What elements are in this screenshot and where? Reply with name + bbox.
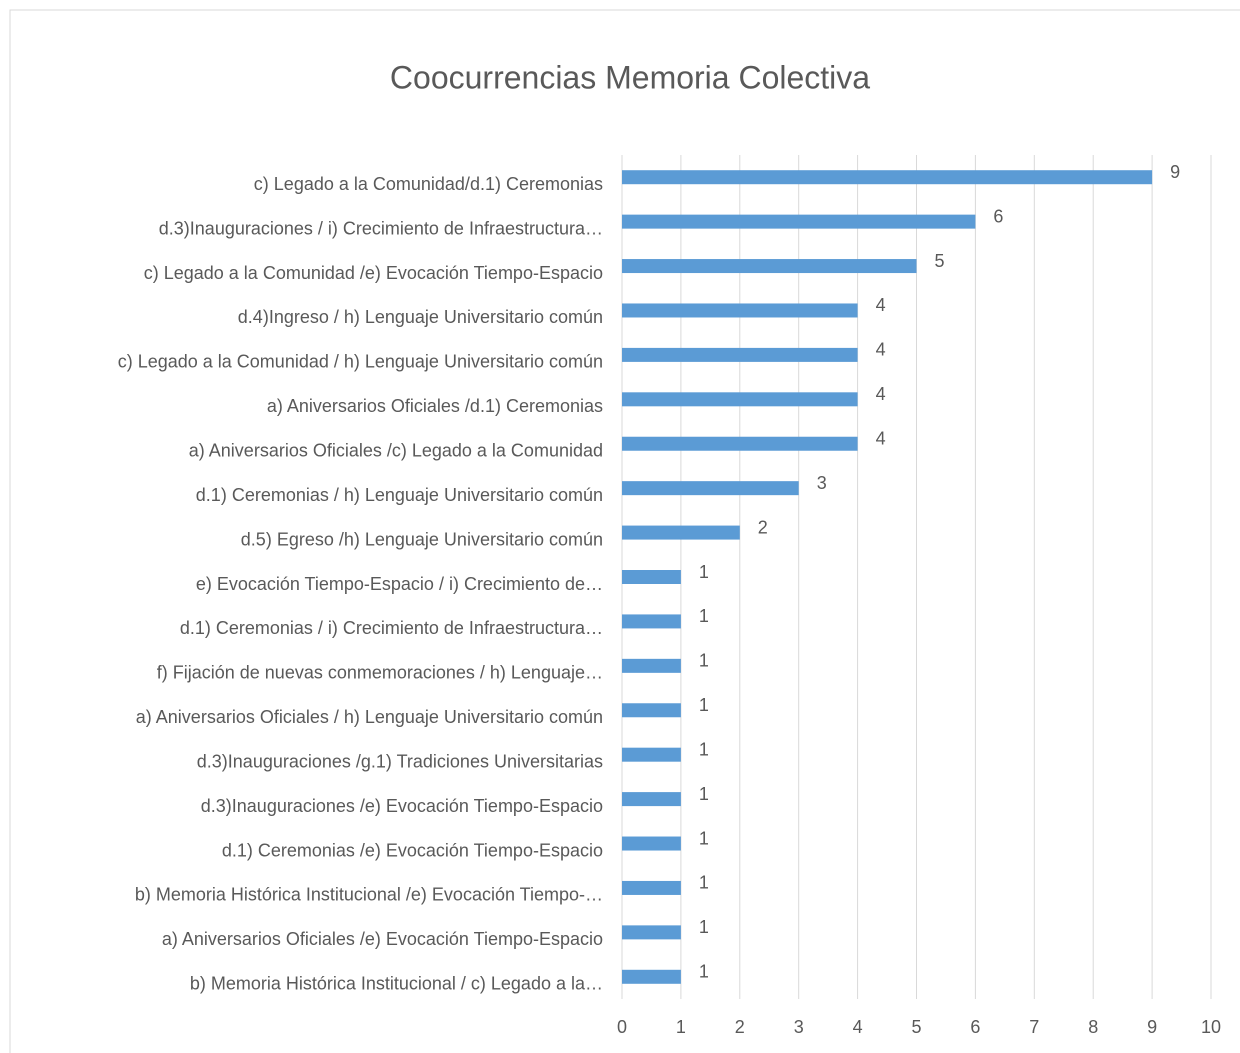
y-tick-label: a) Aniversarios Oficiales /e) Evocación … [162,929,603,949]
y-tick-label: c) Legado a la Comunidad / h) Lenguaje U… [118,352,603,372]
x-tick-label: 3 [794,1017,804,1037]
y-tick-label: e) Evocación Tiempo-Espacio / i) Crecimi… [196,574,603,594]
data-label: 4 [876,295,886,315]
chart-title: Coocurrencias Memoria Colectiva [390,59,870,95]
y-tick-label: d.3)Inauguraciones / i) Crecimiento de I… [159,218,603,238]
data-label: 3 [817,473,827,493]
y-tick-label: a) Aniversarios Oficiales / h) Lenguaje … [136,707,603,727]
bar [622,303,858,318]
data-label: 4 [876,384,886,404]
bar [622,481,799,496]
data-label: 1 [699,962,709,982]
data-label: 6 [993,206,1003,226]
data-label: 1 [699,651,709,671]
bar [622,525,740,540]
x-tick-label: 5 [911,1017,921,1037]
bar [622,259,917,274]
y-tick-label: b) Memoria Histórica Institucional /e) E… [135,885,603,905]
bar [622,836,681,851]
x-tick-label: 9 [1147,1017,1157,1037]
x-tick-label: 0 [617,1017,627,1037]
data-label: 5 [935,251,945,271]
bar [622,436,858,451]
y-tick-label: a) Aniversarios Oficiales /c) Legado a l… [189,440,603,460]
data-label: 2 [758,517,768,537]
y-tick-label: f) Fijación de nuevas conmemoraciones / … [157,663,603,683]
chart-border [9,9,1240,1053]
bar [622,969,681,984]
y-tick-label: d.3)Inauguraciones /e) Evocación Tiempo-… [201,796,603,816]
y-tick-label: d.3)Inauguraciones /g.1) Tradiciones Uni… [197,751,603,771]
data-label: 4 [876,340,886,360]
y-tick-label: c) Legado a la Comunidad /e) Evocación T… [144,263,603,283]
bar [622,614,681,629]
x-tick-label: 7 [1029,1017,1039,1037]
y-tick-label: d.5) Egreso /h) Lenguaje Universitario c… [241,529,603,549]
bar [622,658,681,673]
x-tick-label: 4 [853,1017,863,1037]
data-label: 1 [699,873,709,893]
x-tick-label: 10 [1201,1017,1221,1037]
y-tick-label: b) Memoria Histórica Institucional / c) … [190,974,603,994]
y-tick-label: a) Aniversarios Oficiales /d.1) Ceremoni… [267,396,603,416]
data-label: 1 [699,784,709,804]
data-label: 1 [699,917,709,937]
bar [622,703,681,718]
x-tick-label: 1 [676,1017,686,1037]
bar [622,925,681,940]
data-label: 1 [699,562,709,582]
data-label: 1 [699,606,709,626]
y-tick-label: d.4)Ingreso / h) Lenguaje Universitario … [238,307,603,327]
bar [622,880,681,895]
data-label: 1 [699,828,709,848]
data-label: 1 [699,739,709,759]
y-tick-label: c) Legado a la Comunidad/d.1) Ceremonias [254,174,603,194]
bar [622,570,681,584]
y-tick-label: d.1) Ceremonias / h) Lenguaje Universita… [196,485,603,505]
bar [622,347,858,362]
data-label: 4 [876,428,886,448]
y-tick-label: d.1) Ceremonias /e) Evocación Tiempo-Esp… [222,840,603,860]
x-tick-label: 8 [1088,1017,1098,1037]
data-label: 1 [699,695,709,715]
bar [622,214,976,229]
bar [622,170,1153,185]
y-tick-label: d.1) Ceremonias / i) Crecimiento de Infr… [180,618,603,638]
bar [622,747,681,762]
bar [622,792,681,807]
data-label: 9 [1170,162,1180,182]
x-tick-label: 2 [735,1017,745,1037]
x-tick-label: 6 [970,1017,980,1037]
bar [622,392,858,407]
